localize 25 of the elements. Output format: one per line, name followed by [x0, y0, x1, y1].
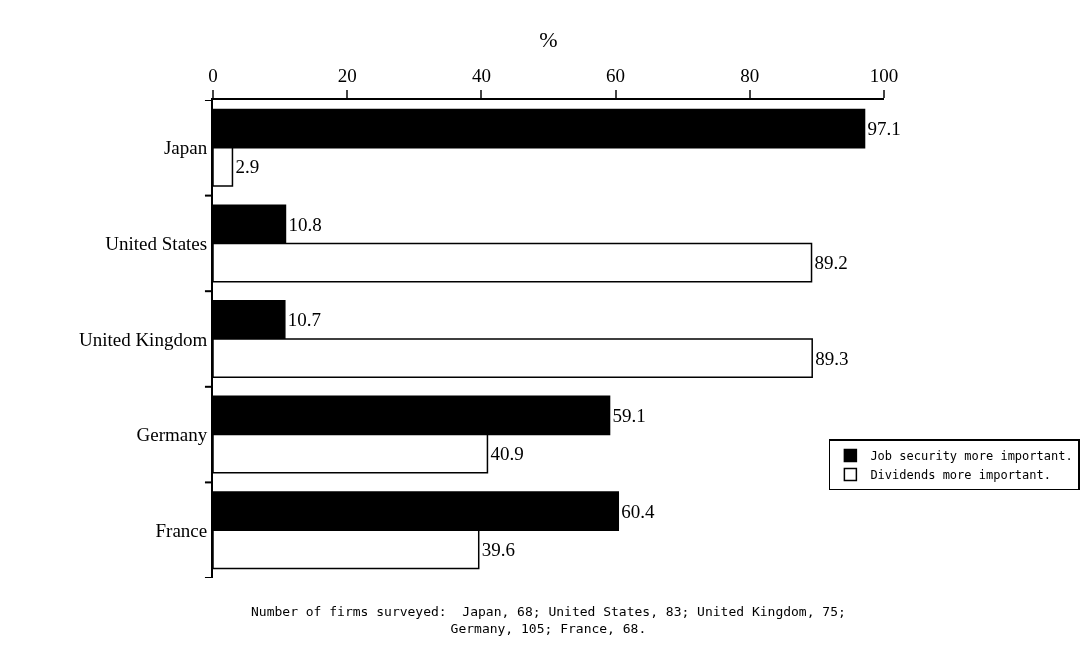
y-tick-label: United States: [105, 233, 208, 255]
x-tick-label: 0: [208, 65, 218, 87]
x-tick-label: 60: [606, 65, 626, 87]
legend-label: Job security more important.: [870, 449, 1073, 464]
x-tick-label: 40: [471, 65, 491, 87]
data-label: 40.9: [490, 443, 524, 465]
data-label: 89.2: [814, 252, 848, 274]
data-label: 60.4: [621, 500, 656, 522]
data-label: 39.6: [481, 538, 515, 560]
data-label: 89.3: [815, 347, 849, 369]
x-tick-label: 20: [337, 65, 357, 87]
x-tick-label: 80: [740, 65, 760, 87]
data-label: 10.7: [287, 309, 322, 331]
data-label: 59.1: [612, 404, 646, 426]
y-tick-label: United Kingdom: [78, 328, 208, 350]
text: Number of firms surveyed: Japan, 68; United States, 83; United Kingdom, 75; Germany, 105; France, 68.: [251, 604, 846, 636]
x-axis-title: %: [539, 26, 558, 52]
legend-label: Dividends more important.: [870, 468, 1052, 483]
y-tick-label: Japan: [163, 137, 208, 159]
data-label: 2.9: [235, 156, 260, 178]
y-tick-label: Germany: [136, 424, 208, 446]
y-tick-label: France: [155, 519, 208, 541]
data-label: 97.1: [867, 118, 901, 140]
x-tick-label: 100: [869, 65, 899, 87]
data-label: 10.8: [288, 213, 322, 235]
